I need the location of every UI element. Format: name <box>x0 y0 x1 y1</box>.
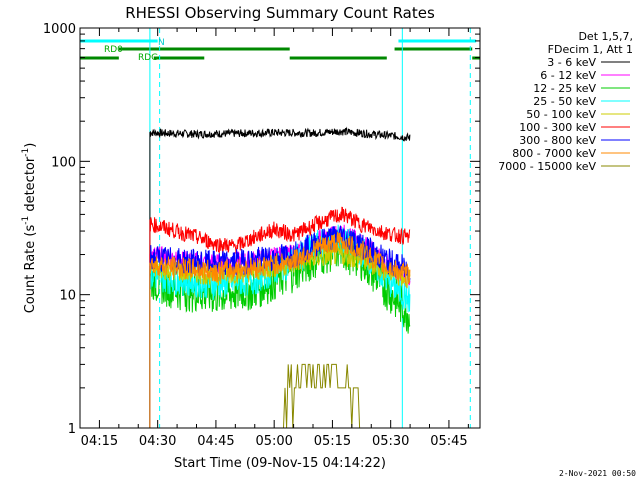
x-tick-label: 05:30 <box>372 434 409 449</box>
y-tick-label: 1 <box>68 422 76 437</box>
axis-ticks: 04:15 04:30 04:45 05:00 05:15 05:30 05:45 1 10 10… <box>43 22 480 449</box>
flag-label-rdg: RDG <box>138 53 158 63</box>
legend-header-1: Det 1,5,7, <box>578 30 633 43</box>
legend-label: 300 - 800 keV <box>519 134 596 147</box>
y-axis-label-end: ) <box>23 143 38 148</box>
legend-label: 800 - 7000 keV <box>512 147 596 160</box>
legend-label: 12 - 25 keV <box>533 82 596 95</box>
y-axis-label-mid: detector <box>23 156 38 216</box>
series-line <box>149 206 411 428</box>
legend-label: 25 - 50 keV <box>533 95 596 108</box>
plot-frame <box>79 27 481 429</box>
x-tick-label: 04:30 <box>139 434 176 449</box>
legend-header-2: FDecim 1, Att 1 <box>548 43 633 56</box>
legend-label: 100 - 300 keV <box>519 121 596 134</box>
y-tick-label: 1000 <box>43 22 76 37</box>
legend-label: 50 - 100 keV <box>526 108 596 121</box>
legend-label: 3 - 6 keV <box>547 56 596 69</box>
flag-label-n: N <box>158 38 165 48</box>
x-tick-label: 04:45 <box>197 434 234 449</box>
x-tick-label: 04:15 <box>81 434 118 449</box>
legend-label: 7000 - 15000 keV <box>498 160 596 173</box>
y-tick-label: 100 <box>51 155 76 170</box>
series-group <box>149 126 411 429</box>
y-tick-label: 10 <box>59 289 76 304</box>
x-tick-label: 05:00 <box>255 434 292 449</box>
series-line <box>281 363 363 429</box>
x-axis-label: Start Time (09-Nov-15 04:14:22) <box>174 456 386 471</box>
series-line <box>149 231 411 428</box>
series-line <box>149 243 411 428</box>
x-tick-label: 05:15 <box>314 434 351 449</box>
y-axis-label-main: Count Rate (s <box>23 225 38 314</box>
timestamp: 2-Nov-2021 00:50 <box>559 469 636 478</box>
series-line <box>149 126 411 428</box>
y-axis-label-exp2: -1 <box>21 148 31 157</box>
flag-label-rd0: RD0 <box>104 45 123 55</box>
flag-bars <box>80 39 480 60</box>
y-axis-label: Count Rate (s-1 detector-1) <box>21 143 38 314</box>
legend-label: 6 - 12 keV <box>540 69 596 82</box>
y-axis-label-exp1: -1 <box>21 216 31 225</box>
chart-title: RHESSI Observing Summary Count Rates <box>125 4 435 22</box>
x-tick-label: 05:45 <box>430 434 467 449</box>
